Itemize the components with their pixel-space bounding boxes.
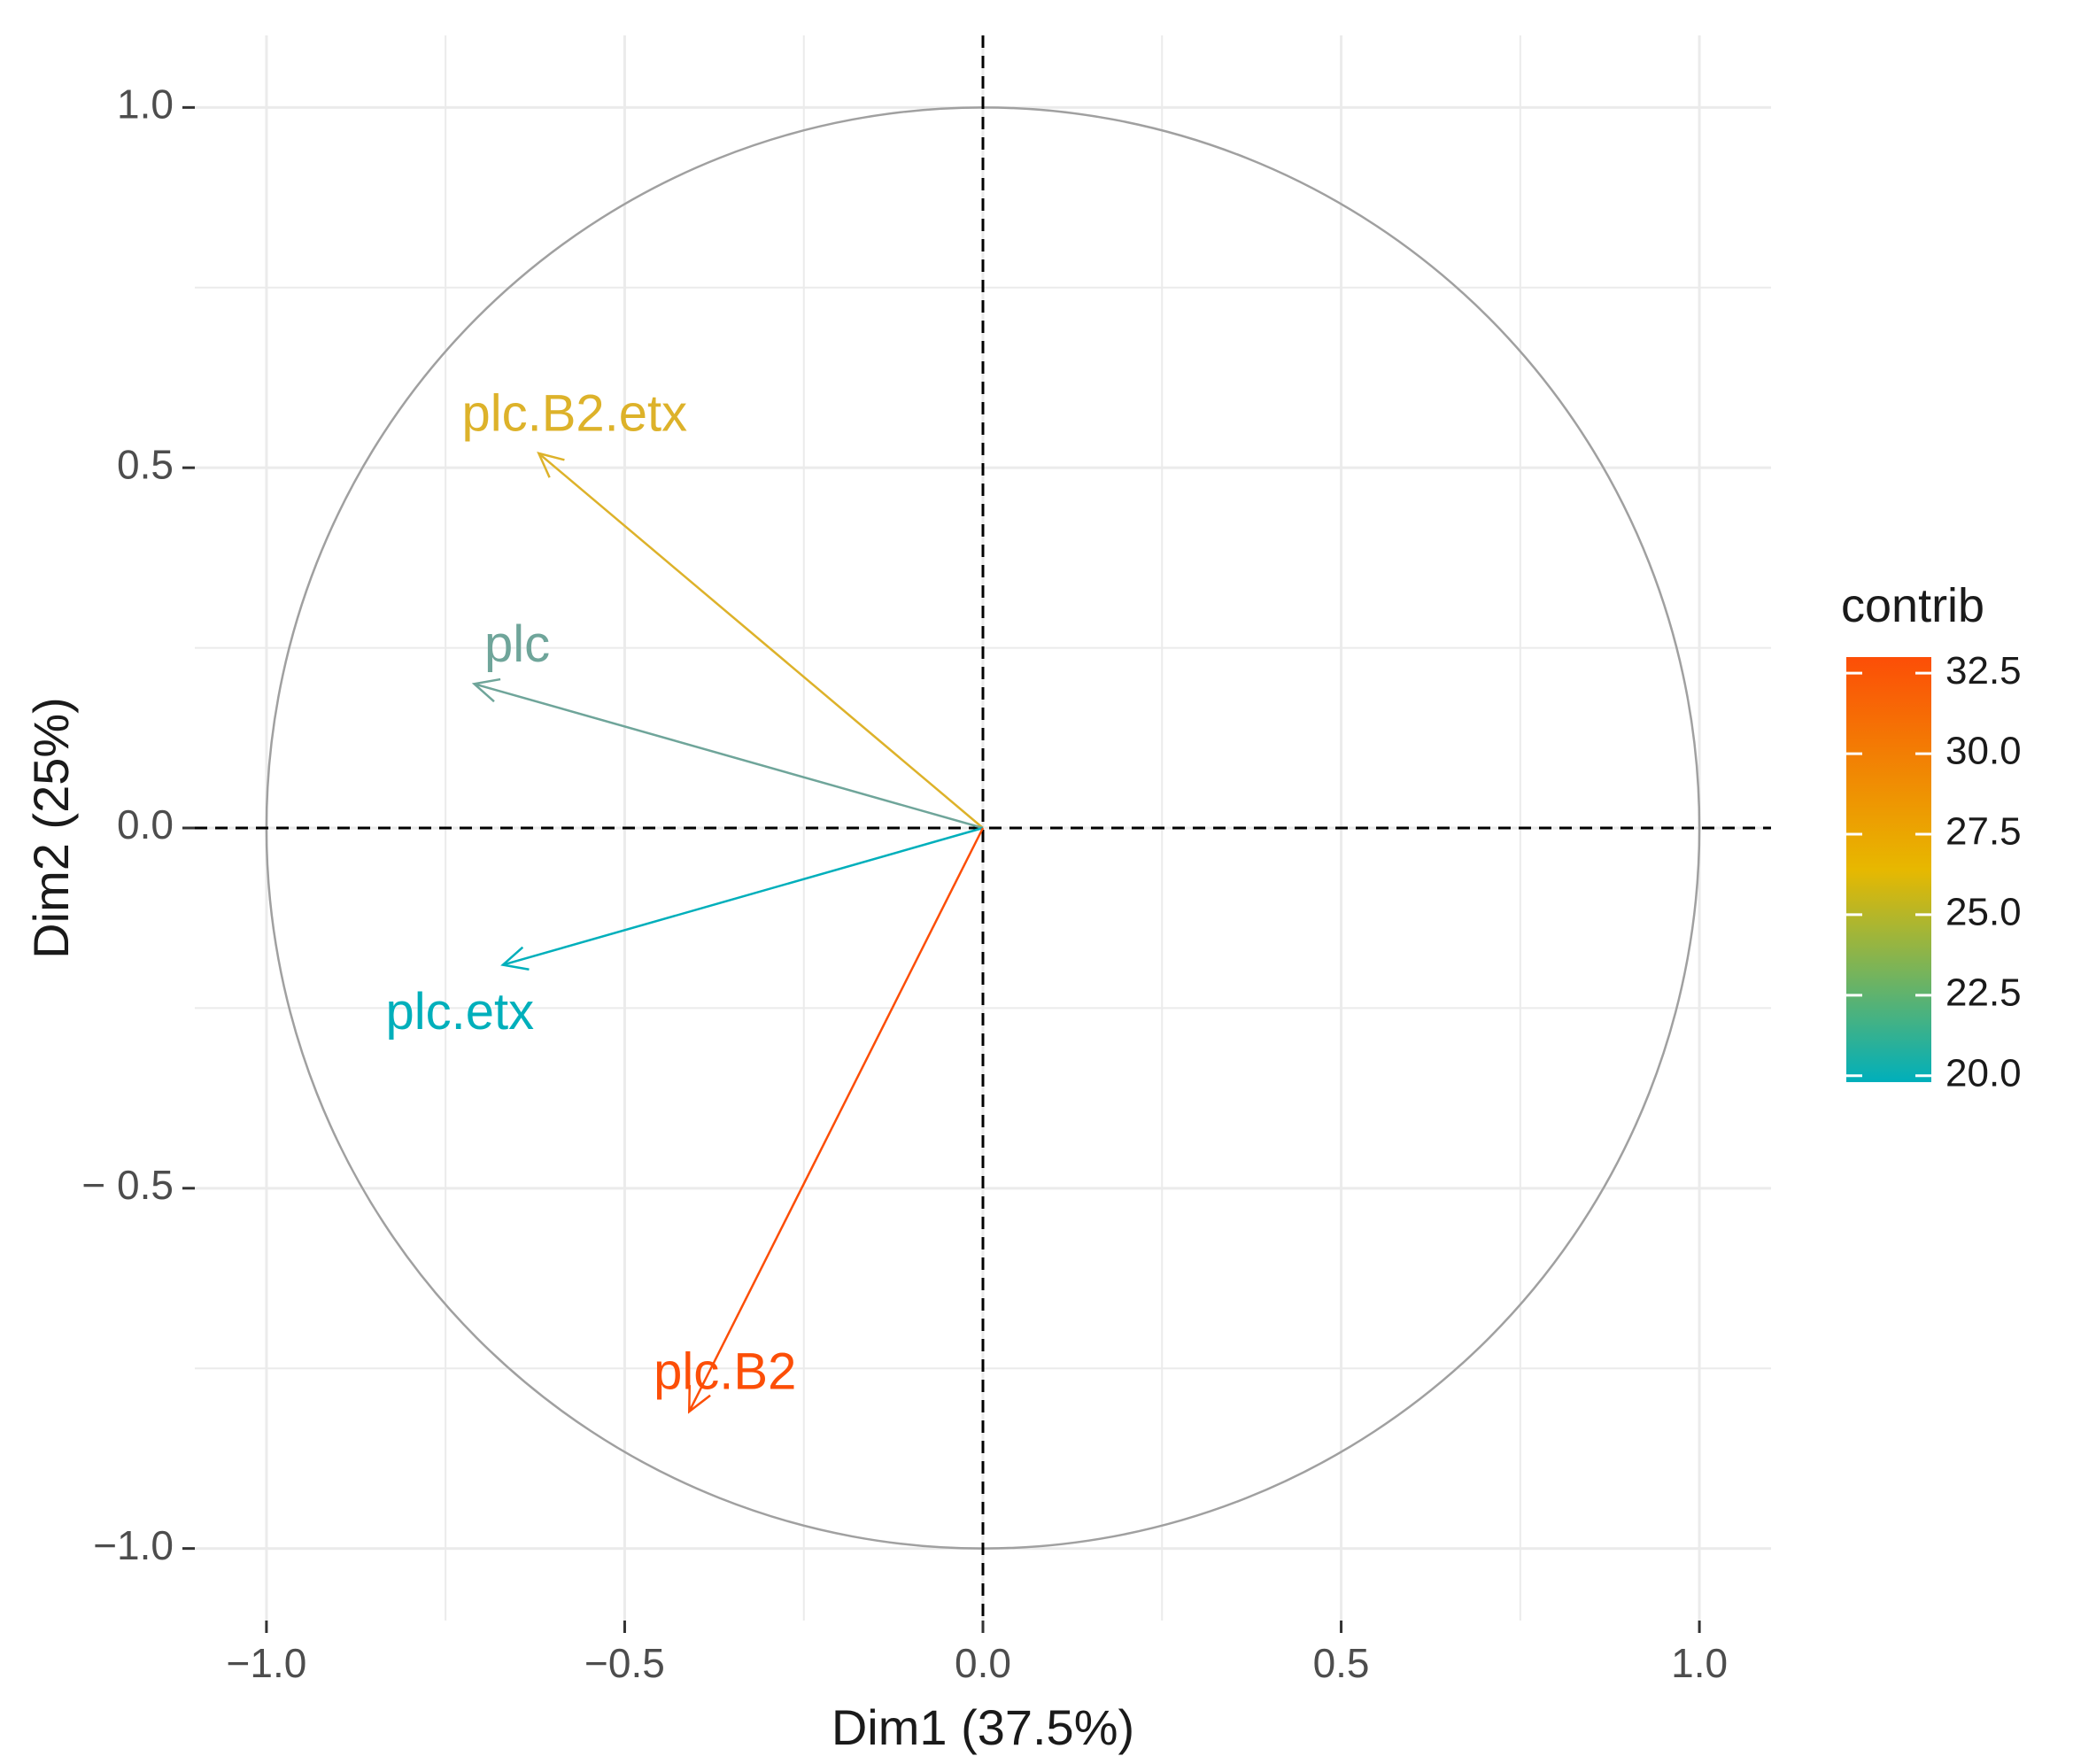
arrow-plc <box>475 684 983 828</box>
legend-title: contrib <box>1841 579 1984 632</box>
legend-colorbar <box>1846 657 1931 1082</box>
x-tick-label: 0.0 <box>955 1640 1011 1686</box>
x-tick-label: −1.0 <box>227 1640 307 1686</box>
y-tick-label: −1.0 <box>93 1522 174 1568</box>
y-tick-label: − 0.5 <box>81 1162 174 1208</box>
x-axis-title: Dim1 (37.5%) <box>832 1699 1134 1755</box>
arrow-plc-etx <box>503 828 983 965</box>
x-tick-label: −0.5 <box>584 1640 665 1686</box>
contrib-legend: contrib 20.0 22.5 25.0 27.5 30.0 32.5 <box>1841 579 2022 1095</box>
variable-labels: plc.B2.etx plc plc.etx plc.B2 <box>386 385 797 1401</box>
legend-tick-label: 30.0 <box>1945 730 2022 773</box>
y-tick-label: 1.0 <box>117 81 174 128</box>
label-plc-B2-etx: plc.B2.etx <box>461 385 687 443</box>
legend-tick-label: 20.0 <box>1945 1051 2022 1095</box>
y-tick-label: 0.0 <box>117 801 174 847</box>
variable-arrows <box>475 453 983 1412</box>
y-tick-label: 0.5 <box>117 441 174 487</box>
legend-tick-label: 22.5 <box>1945 971 2022 1014</box>
label-plc-etx: plc.etx <box>386 983 535 1041</box>
x-tick-label: 0.5 <box>1313 1640 1370 1686</box>
legend-tick-label: 25.0 <box>1945 891 2022 934</box>
legend-tick-label: 27.5 <box>1945 810 2022 854</box>
arrow-plc-B2-etx <box>538 453 983 828</box>
label-plc: plc <box>484 615 550 673</box>
x-tick-label: 1.0 <box>1671 1640 1728 1686</box>
pca-variable-chart: plc.B2.etx plc plc.etx plc.B2 −1.0 −0.5 0.0 0.… <box>0 0 2073 1764</box>
y-axis-title: Dim2 (25%) <box>23 697 79 959</box>
arrow-plc-B2 <box>689 828 983 1412</box>
legend-tick-label: 32.5 <box>1945 649 2022 692</box>
axes: −1.0 −0.5 0.0 0.5 1.0 −1.0 − 0.5 0.0 0.5 1.0 Dim1 … <box>23 81 1728 1755</box>
label-plc-B2: plc.B2 <box>654 1343 796 1401</box>
